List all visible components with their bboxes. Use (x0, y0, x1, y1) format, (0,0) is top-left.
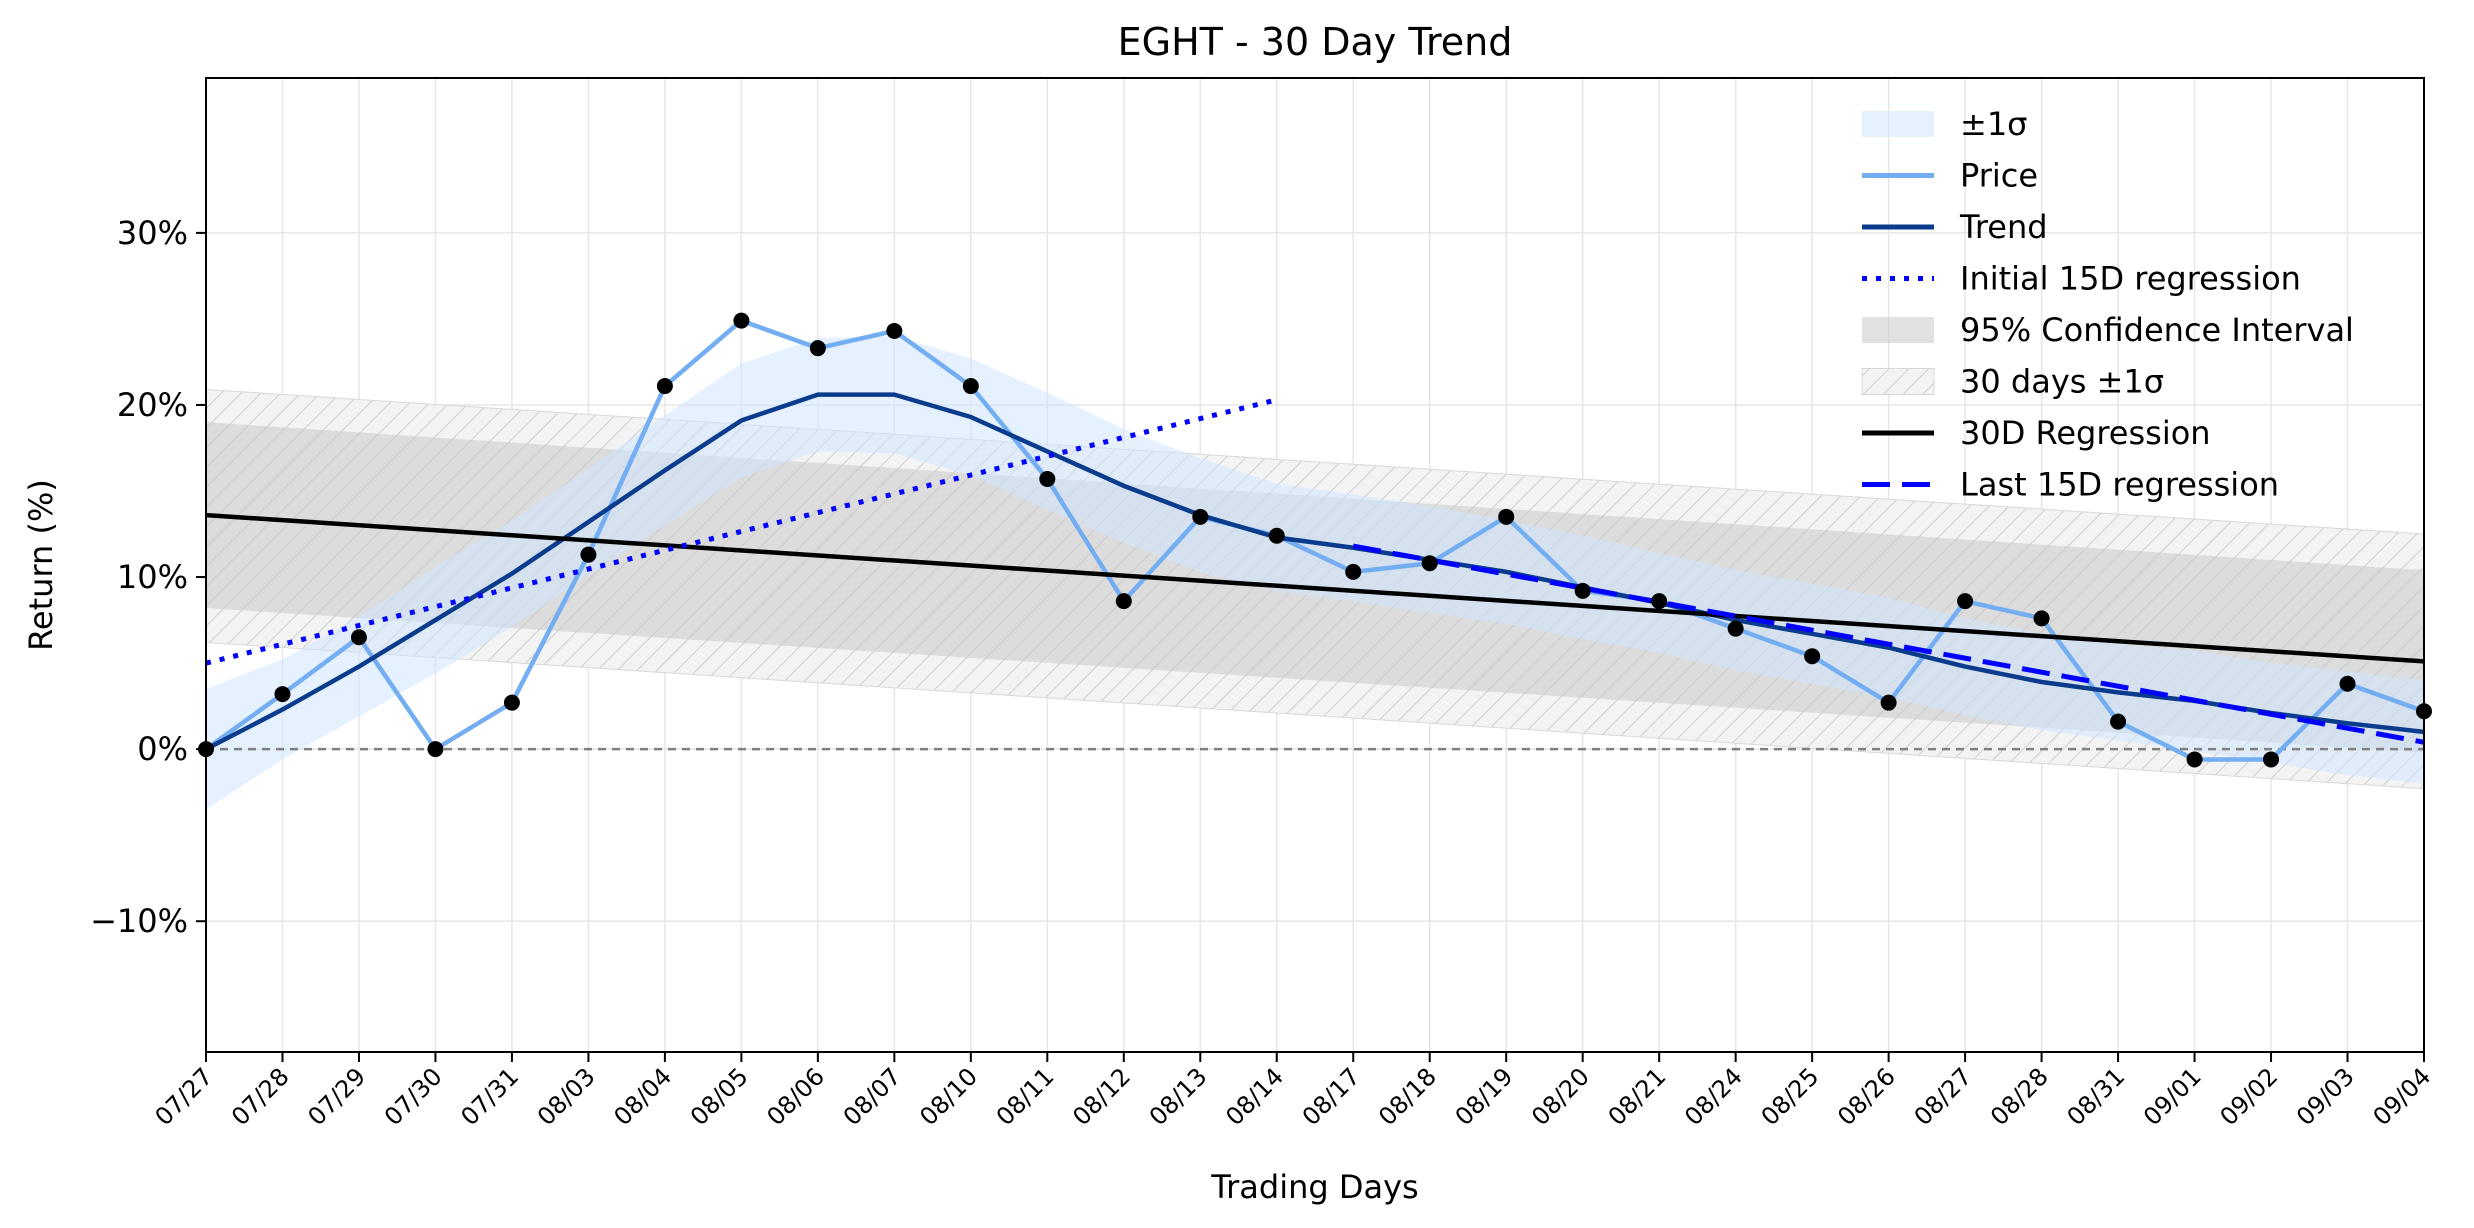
trend-line (206, 392, 2424, 752)
price-point (427, 741, 444, 758)
price-point (503, 694, 520, 711)
regression-last-15d-line (1352, 543, 2424, 745)
x-tick-label: 09/01 (2138, 1062, 2207, 1131)
y-tick-label: 0% (137, 730, 188, 768)
x-tick-label: 08/04 (608, 1062, 677, 1131)
x-tick-label: 07/30 (379, 1062, 448, 1131)
legend-label: Price (1960, 157, 2038, 195)
price-point (886, 322, 903, 339)
price-point (1192, 508, 1209, 525)
price-point (1268, 527, 1285, 544)
y-tick-label: 30% (117, 214, 188, 252)
price-point (580, 546, 597, 563)
price-point (2186, 751, 2203, 768)
x-tick-label: 08/07 (838, 1062, 907, 1131)
price-point (2033, 610, 2050, 627)
price-point (2110, 713, 2127, 730)
x-tick-label: 08/03 (532, 1062, 601, 1131)
price-point (1804, 648, 1821, 665)
y-tick-label: −10% (90, 902, 188, 940)
x-tick-label: 08/21 (1603, 1062, 1672, 1131)
legend-swatch-30days-hatch (1862, 368, 1934, 395)
price-point (809, 340, 826, 357)
legend-label: Trend (1959, 208, 2048, 246)
price-point (733, 312, 750, 329)
x-axis-label: Trading Days (1210, 1168, 1418, 1206)
price-point (656, 378, 673, 395)
price-point (1345, 563, 1362, 580)
x-tick-label: 08/17 (1297, 1062, 1366, 1131)
price-point (2339, 675, 2356, 692)
x-tick-label: 08/06 (761, 1062, 830, 1131)
x-tick-label: 08/20 (1526, 1062, 1595, 1131)
plot-frame (205, 77, 2425, 1053)
price-point (1727, 620, 1744, 637)
price-point (1039, 470, 1056, 487)
legend-label: 30 days ±1σ (1960, 363, 2164, 401)
price-point (2263, 751, 2280, 768)
legend-label: ±1σ (1960, 105, 2027, 143)
price-point (1651, 593, 1668, 610)
x-tick-label: 07/27 (150, 1062, 219, 1131)
price-point (1498, 508, 1515, 525)
legend-label: 95% Confidence Interval (1960, 311, 2354, 349)
x-tick-label: 08/31 (2062, 1062, 2131, 1131)
chart-title: EGHT - 30 Day Trend (1118, 20, 1513, 64)
x-tick-label: 09/03 (2291, 1062, 2360, 1131)
y-axis-label: Return (%) (22, 479, 60, 651)
x-tick-label: 08/24 (1679, 1062, 1748, 1131)
x-tick-label: 08/10 (914, 1062, 983, 1131)
x-tick-label: 08/28 (1985, 1062, 2054, 1131)
series-lines (206, 318, 2424, 762)
x-tick-label: 07/28 (226, 1062, 295, 1131)
bands (206, 336, 2424, 810)
x-tick-label: 08/05 (685, 1062, 754, 1131)
regression-initial-15d-line (206, 397, 1278, 666)
x-tick-label: 08/12 (1067, 1062, 1136, 1131)
price-point (1957, 593, 1974, 610)
legend-label: Last 15D regression (1960, 466, 2279, 504)
regression-30d-line (206, 512, 2424, 664)
legend-swatch-sigma (1862, 111, 1934, 137)
legend-swatch-confidence (1862, 317, 1934, 343)
x-tick-label: 08/27 (1909, 1062, 1978, 1131)
x-tick-label: 08/11 (991, 1062, 1060, 1131)
price-point (1421, 555, 1438, 572)
legend-label: 30D Regression (1960, 414, 2211, 452)
x-tick-label: 07/29 (302, 1062, 371, 1131)
x-tick-label: 07/31 (455, 1062, 524, 1131)
price-point (1115, 593, 1132, 610)
legend: ±1σ Price Trend Initial 15D regression 95% C… (1861, 105, 2354, 504)
x-tick-label: 08/25 (1756, 1062, 1825, 1131)
x-tick-label: 08/26 (1832, 1062, 1901, 1131)
y-tick-label: 20% (117, 386, 188, 424)
x-tick-label: 08/13 (1144, 1062, 1213, 1131)
x-tick-label: 09/04 (2368, 1062, 2437, 1131)
x-tick-label: 08/14 (1220, 1062, 1289, 1131)
price-point (274, 686, 291, 703)
price-point (1880, 694, 1897, 711)
x-tick-label: 08/19 (1450, 1062, 1519, 1131)
price-point (1574, 582, 1591, 599)
price-point (962, 378, 979, 395)
x-tick-label: 08/18 (1373, 1062, 1442, 1131)
price-point (350, 629, 367, 646)
x-tick-label: 09/02 (2215, 1062, 2284, 1131)
legend-label: Initial 15D regression (1960, 260, 2301, 298)
y-tick-label: 10% (117, 558, 188, 596)
